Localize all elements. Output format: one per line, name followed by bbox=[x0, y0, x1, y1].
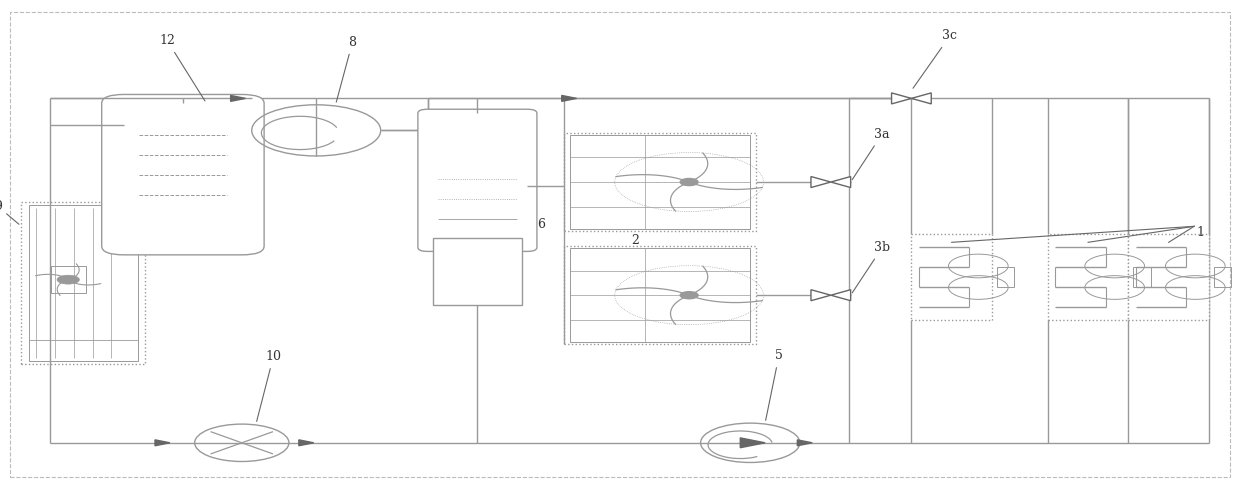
Polygon shape bbox=[231, 95, 246, 101]
Bar bbox=[997, 267, 1014, 286]
Bar bbox=[564, 246, 756, 344]
Polygon shape bbox=[797, 440, 812, 446]
Bar bbox=[29, 205, 138, 361]
Bar bbox=[1048, 234, 1128, 320]
Polygon shape bbox=[155, 440, 170, 446]
Bar bbox=[570, 248, 750, 342]
Text: 3a: 3a bbox=[852, 128, 890, 180]
Polygon shape bbox=[740, 438, 765, 448]
Text: 9: 9 bbox=[0, 200, 19, 224]
Bar bbox=[21, 202, 145, 364]
Polygon shape bbox=[811, 290, 831, 301]
Bar bbox=[570, 135, 750, 229]
Bar bbox=[51, 266, 86, 293]
Text: 10: 10 bbox=[257, 350, 281, 422]
Bar bbox=[1133, 267, 1151, 286]
Text: 12: 12 bbox=[159, 34, 205, 101]
Bar bbox=[564, 133, 756, 231]
FancyBboxPatch shape bbox=[102, 94, 264, 255]
FancyBboxPatch shape bbox=[418, 109, 537, 251]
Text: 5: 5 bbox=[765, 349, 782, 420]
Text: 8: 8 bbox=[336, 36, 356, 102]
Polygon shape bbox=[562, 95, 577, 101]
Bar bbox=[1128, 234, 1209, 320]
Circle shape bbox=[57, 275, 79, 284]
Bar bbox=[911, 234, 992, 320]
Circle shape bbox=[681, 292, 698, 299]
Bar bbox=[433, 238, 522, 305]
Polygon shape bbox=[811, 177, 831, 187]
Circle shape bbox=[681, 179, 698, 185]
Text: 1: 1 bbox=[1197, 226, 1204, 239]
Text: 2: 2 bbox=[631, 234, 640, 246]
Text: 6: 6 bbox=[537, 218, 544, 231]
Polygon shape bbox=[831, 177, 851, 187]
Bar bbox=[1214, 267, 1231, 286]
Text: 3b: 3b bbox=[852, 241, 890, 293]
Polygon shape bbox=[831, 290, 851, 301]
Text: 3c: 3c bbox=[913, 30, 957, 88]
Polygon shape bbox=[911, 93, 931, 104]
Polygon shape bbox=[299, 440, 314, 446]
Polygon shape bbox=[892, 93, 911, 104]
